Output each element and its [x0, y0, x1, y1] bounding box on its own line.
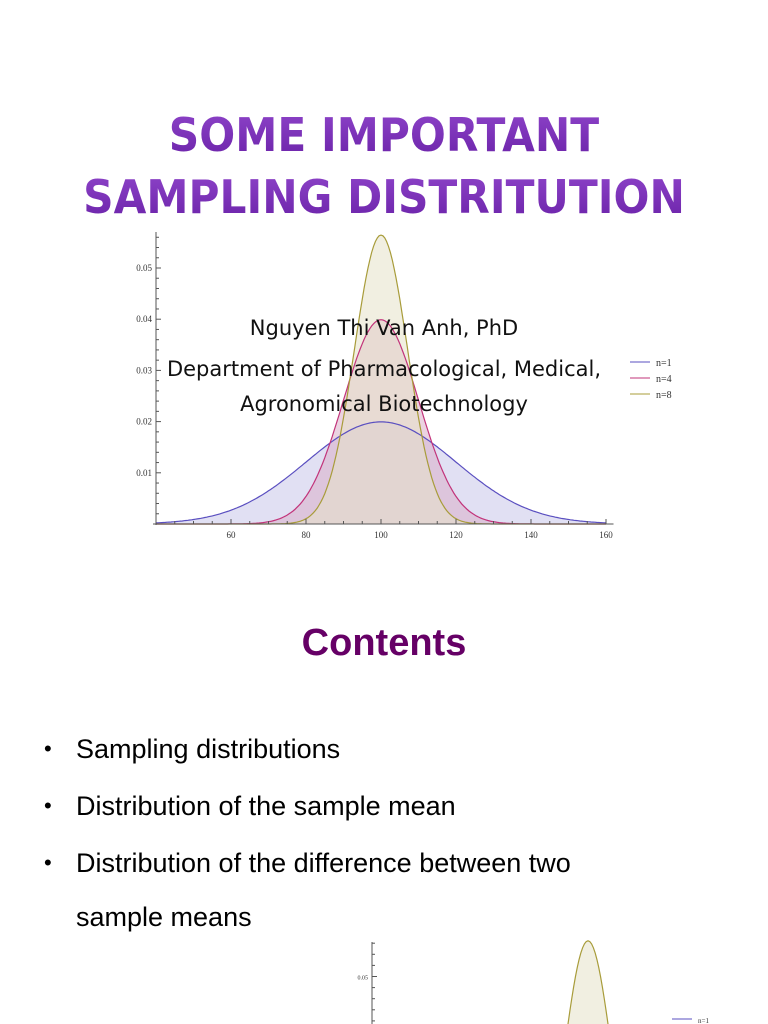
author-name: Nguyen Thi Van Anh, PhD: [249, 316, 519, 340]
series-area-n=8: [568, 940, 608, 1024]
y-tick-label: 0.04: [136, 314, 152, 324]
slide-title-heading: Some Important Sampling Distritution: [0, 104, 768, 228]
slide-title: 0.01 0.02 0.03 0.04 0.05 60 80 100 120 140 160 n=1 n…: [0, 104, 768, 540]
series-line-n=1: [155, 421, 607, 524]
x-tick-label: 120: [449, 530, 463, 540]
x-tick-label: 160: [599, 530, 613, 540]
y-tick-label: 0.01: [136, 468, 152, 478]
list-item: • Distribution of the difference between …: [44, 836, 724, 944]
bullet-icon: •: [44, 850, 52, 875]
legend-label: n=4: [656, 374, 672, 385]
x-tick-label: 80: [302, 530, 312, 540]
x-tick-label: 140: [524, 530, 538, 540]
sampling-distribution-chart-repeat: 0.05 n=1: [358, 940, 709, 1024]
department-line-2: Agronomical Biotechnology: [240, 392, 528, 416]
x-tick-label: 100: [374, 530, 388, 540]
y-tick-label: 0.02: [136, 417, 152, 427]
contents-list: • Sampling distributions • Distribution of…: [44, 722, 724, 947]
legend-label: n=1: [698, 1017, 709, 1024]
legend-label: n=8: [656, 390, 672, 401]
department-line-1: Department of Pharmacological, Medical,: [166, 357, 602, 381]
y-tick-label: 0.03: [136, 365, 152, 375]
y-tick-label: 0.05: [136, 263, 152, 273]
title-line-2: Sampling Distritution: [83, 170, 685, 224]
list-item: • Sampling distributions: [44, 722, 724, 776]
bullet-icon: •: [44, 736, 52, 761]
bullet-icon: •: [44, 793, 52, 818]
y-tick-label: 0.05: [358, 976, 369, 982]
x-tick-label: 60: [227, 530, 237, 540]
series-line-n=8: [567, 940, 609, 1024]
list-item: • Distribution of the sample mean: [44, 779, 724, 833]
series-area-n=8: [156, 235, 606, 524]
title-line-1: Some Important: [168, 108, 600, 162]
sampling-distribution-chart: 0.01 0.02 0.03 0.04 0.05 60 80 100 120 140 160 n=1 n…: [136, 232, 672, 540]
contents-heading: Contents: [301, 622, 467, 664]
legend-label: n=1: [656, 358, 672, 369]
